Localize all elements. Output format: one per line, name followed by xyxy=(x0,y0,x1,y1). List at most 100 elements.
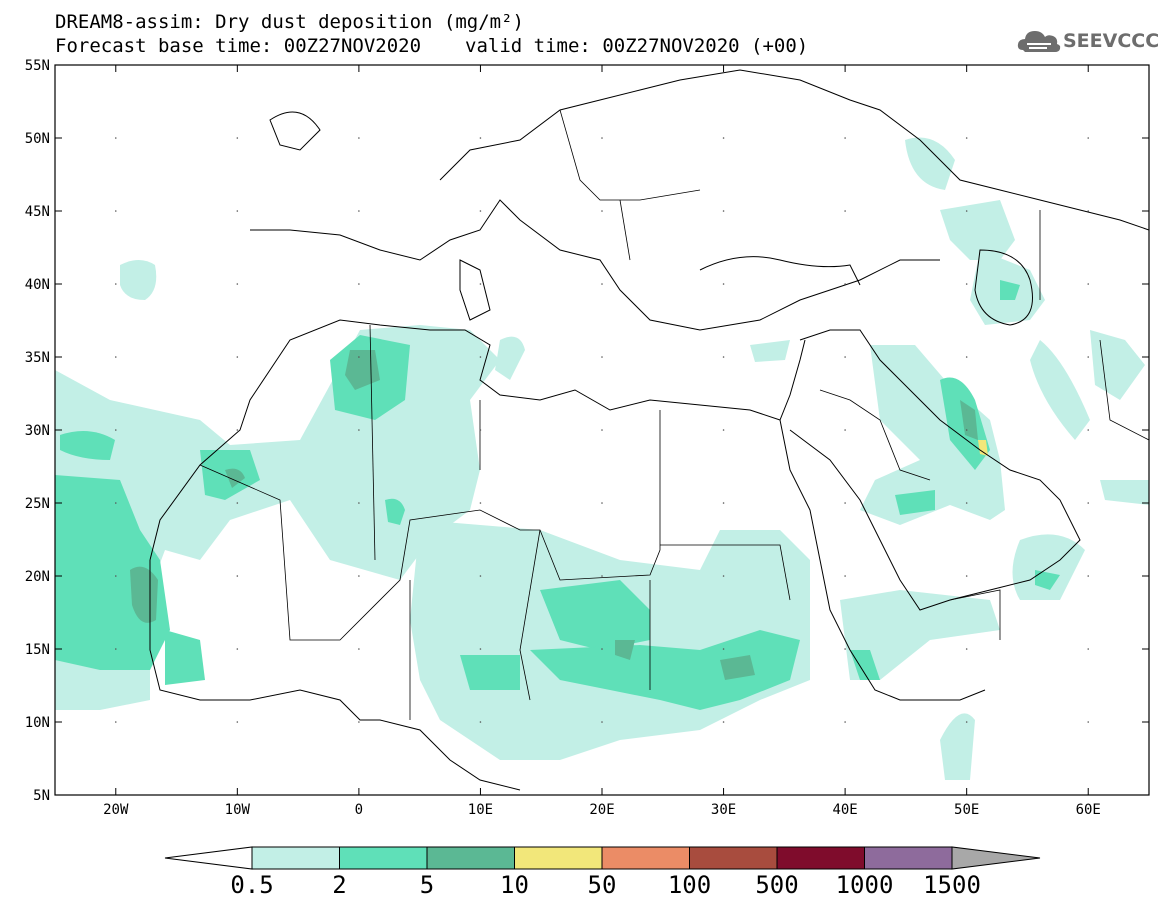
grid-dot xyxy=(965,283,968,285)
colorbar-box xyxy=(514,846,603,870)
colorbar-box xyxy=(426,846,515,870)
grid-dot xyxy=(114,283,117,285)
grid-dot xyxy=(601,721,603,723)
y-tick-label: 30N xyxy=(25,423,50,439)
grid-dot xyxy=(601,137,603,139)
y-tick-label: 45N xyxy=(25,204,50,220)
x-tick-label: 20W xyxy=(103,802,129,818)
colorbar-label: 100 xyxy=(668,871,711,899)
y-tick-label: 15N xyxy=(25,642,50,658)
grid-dot xyxy=(358,648,360,650)
grid-dot xyxy=(358,137,360,139)
deposition-class-high xyxy=(130,350,978,680)
grid-dot xyxy=(601,648,603,650)
grid-dot xyxy=(114,429,117,431)
grid-dot xyxy=(722,502,725,504)
grid-dot xyxy=(844,721,846,723)
grid-dot xyxy=(358,356,360,358)
logo-text: SEEVCCC xyxy=(1063,30,1160,52)
grid-dot xyxy=(114,356,117,358)
grid-dot xyxy=(479,429,482,431)
grid-dot xyxy=(1087,721,1090,723)
grid-dot xyxy=(236,356,239,358)
grid-dot xyxy=(236,721,239,723)
deposition-field xyxy=(55,137,1149,780)
x-tick-label: 0 xyxy=(355,802,363,818)
grid-dot xyxy=(601,502,603,504)
grid-dot xyxy=(479,502,482,504)
x-tick-label: 10E xyxy=(468,802,493,818)
grid-dot xyxy=(236,648,239,650)
y-tick-label: 35N xyxy=(25,350,50,366)
grid-dot xyxy=(722,648,725,650)
grid-dot xyxy=(114,575,117,577)
grid-dot xyxy=(844,648,846,650)
grid-dot xyxy=(965,429,968,431)
colorbar: 0.5 2 5 10 50 100 500 1000 1500 xyxy=(164,846,1041,899)
x-tick-label: 60E xyxy=(1076,802,1101,818)
grid-dot xyxy=(722,356,725,358)
grid-dot xyxy=(844,210,846,212)
y-tick-label: 5N xyxy=(33,788,50,804)
colorbar-label: 500 xyxy=(755,871,798,899)
grid-dot xyxy=(722,283,725,285)
colorbar-box xyxy=(251,846,340,870)
grid-dot xyxy=(114,137,117,139)
borders xyxy=(199,109,1149,720)
x-axis: 20W 10W 0 10E 20E 30E 40E 50E 60E xyxy=(103,65,1101,818)
y-tick-label: 40N xyxy=(25,277,50,293)
y-tick-label: 55N xyxy=(25,58,50,74)
grid-dot xyxy=(844,137,846,139)
colorbar-label: 2 xyxy=(332,871,346,899)
deposition-class-peak xyxy=(978,440,988,456)
grid-dot xyxy=(1087,283,1090,285)
grid-dot xyxy=(479,137,482,139)
grid-dot xyxy=(114,648,117,650)
grid-dot xyxy=(358,575,360,577)
grid-dot xyxy=(479,356,482,358)
grid-dot xyxy=(965,210,968,212)
grid-dot xyxy=(236,210,239,212)
colorbar-box xyxy=(864,846,953,870)
grid-dot xyxy=(479,721,482,723)
grid-dot xyxy=(1087,502,1090,504)
x-tick-label: 30E xyxy=(711,802,736,818)
grid-dot xyxy=(1087,429,1090,431)
grid-dot xyxy=(1087,575,1090,577)
grid-dot xyxy=(965,721,968,723)
colorbar-over-triangle xyxy=(951,846,1041,870)
grid-dot xyxy=(844,356,846,358)
grid-dot xyxy=(358,283,360,285)
grid-dot xyxy=(844,502,846,504)
grid-dot xyxy=(965,137,968,139)
grid-dot xyxy=(236,283,239,285)
grid-dot xyxy=(1087,137,1090,139)
grid-dot xyxy=(1087,210,1090,212)
grid-dot xyxy=(965,575,968,577)
grid-dot xyxy=(358,502,360,504)
deposition-class-mid xyxy=(55,280,1060,710)
grid-dot xyxy=(965,502,968,504)
x-tick-label: 50E xyxy=(954,802,979,818)
colorbar-box xyxy=(339,846,428,870)
grid-dot xyxy=(844,575,846,577)
grid-dot xyxy=(601,429,603,431)
grid-dot xyxy=(722,429,725,431)
map-title: DREAM8-assim: Dry dust deposition (mg/m²… xyxy=(55,11,524,33)
y-tick-label: 10N xyxy=(25,715,50,731)
grid-dot xyxy=(844,429,846,431)
forecast-times: Forecast base time: 00Z27NOV2020 valid ti… xyxy=(55,36,808,56)
grid-dot xyxy=(965,356,968,358)
coastlines xyxy=(149,69,1149,791)
colorbar-label: 10 xyxy=(500,871,529,899)
deposition-class-light xyxy=(55,137,1149,780)
colorbar-under-triangle xyxy=(164,846,253,870)
y-tick-label: 50N xyxy=(25,131,50,147)
grid-dot xyxy=(236,137,239,139)
colorbar-box xyxy=(776,846,865,870)
grid-dot xyxy=(358,429,360,431)
grid-dot xyxy=(601,356,603,358)
grid-dot xyxy=(722,575,725,577)
y-tick-label: 20N xyxy=(25,569,50,585)
grid-dots xyxy=(114,137,1090,723)
